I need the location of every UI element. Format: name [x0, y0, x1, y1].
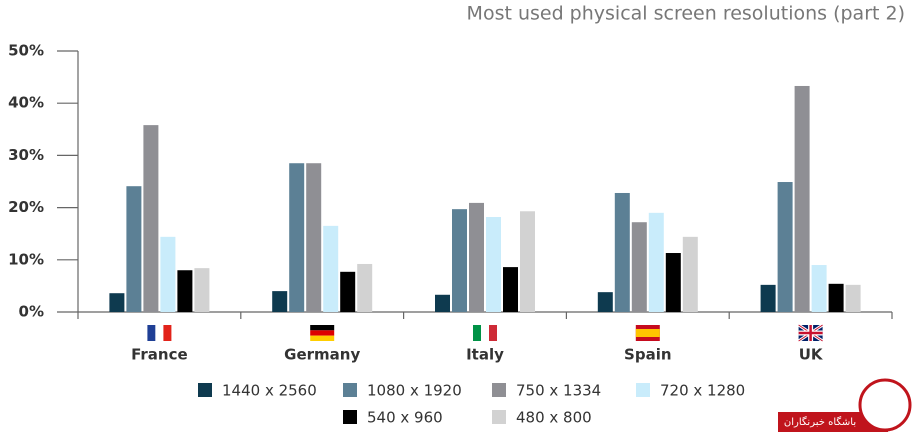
legend-label: 750 x 1334: [516, 382, 601, 400]
y-tick-label: 0%: [19, 303, 44, 321]
watermark-box: [778, 412, 888, 432]
bar: [682, 236, 698, 312]
bar: [194, 268, 210, 312]
legend-swatch: [343, 383, 357, 397]
flag: [797, 323, 824, 343]
legend-label: 540 x 960: [367, 409, 443, 427]
x-tick-label: France: [131, 346, 188, 364]
bar: [648, 212, 664, 312]
flag-part: [481, 325, 489, 341]
flag-part: [635, 329, 660, 337]
flag-part: [489, 325, 497, 341]
bar: [631, 222, 647, 312]
bar: [306, 163, 322, 312]
bar: [272, 291, 288, 312]
legend-swatch: [343, 410, 357, 424]
legend-swatch: [198, 383, 212, 397]
flag-part: [147, 325, 156, 341]
legend-label: 480 x 800: [516, 409, 592, 427]
bar: [126, 186, 142, 312]
bar: [614, 192, 630, 312]
bar: [452, 209, 467, 312]
bar: [109, 293, 125, 312]
bar: [357, 263, 373, 312]
watermark-logo: [858, 378, 912, 432]
bar: [828, 283, 844, 312]
x-tick-label: Spain: [624, 346, 671, 364]
chart-title: Most used physical screen resolutions (p…: [467, 3, 905, 25]
flag: [147, 325, 172, 341]
flag-part: [310, 330, 335, 336]
x-tick-label: UK: [799, 346, 824, 364]
y-tick-label: 20%: [8, 198, 44, 216]
flag-part: [310, 325, 335, 331]
legend-label: 1440 x 2560: [222, 382, 317, 400]
bar: [794, 85, 810, 312]
bar: [760, 284, 776, 312]
bar: [503, 267, 518, 312]
legend-swatch: [636, 383, 650, 397]
legend-label: 1080 x 1920: [367, 382, 462, 400]
flag-part: [163, 325, 172, 341]
flag: [310, 325, 335, 341]
bar: [486, 216, 501, 312]
legend-swatch: [492, 383, 506, 397]
x-tick-label: Italy: [466, 346, 504, 364]
bar: [289, 163, 305, 312]
flag: [635, 325, 660, 341]
bar: [469, 202, 484, 312]
bar: [323, 225, 339, 312]
bar: [811, 265, 827, 312]
y-tick-label: 10%: [8, 250, 44, 268]
bar: [665, 253, 681, 312]
flag-part: [798, 325, 823, 341]
y-tick-label: 50%: [8, 42, 44, 60]
flag-part: [310, 335, 335, 341]
bar: [845, 284, 861, 312]
watermark-text: باشگاه خبرنگاران: [784, 416, 856, 428]
bar: [777, 182, 793, 312]
flag-part: [473, 325, 481, 341]
flag-part: [155, 325, 164, 341]
bar: [435, 294, 450, 312]
x-tick-label: Germany: [284, 346, 360, 364]
bar: [597, 292, 613, 312]
flag: [473, 325, 497, 341]
bar: [340, 271, 356, 312]
y-tick-label: 30%: [8, 146, 44, 164]
legend-label: 720 x 1280: [660, 382, 745, 400]
bar: [143, 125, 159, 313]
legend-swatch: [492, 410, 506, 424]
bar: [177, 270, 193, 312]
bar: [520, 211, 535, 312]
bar: [160, 236, 176, 312]
y-tick-label: 40%: [8, 94, 44, 112]
